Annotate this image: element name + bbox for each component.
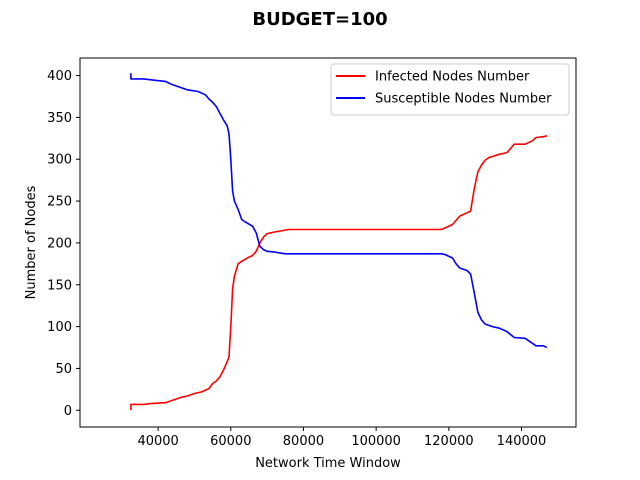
series-line-infected [130,135,548,411]
x-tick-label: 80000 [283,434,324,449]
x-tick-label: 140000 [497,434,547,449]
series-line-susceptible [130,73,548,349]
y-tick-label: 350 [47,111,72,126]
y-axis-label: Number of Nodes [24,185,39,299]
y-tick-label: 250 [47,195,72,210]
y-tick-label: 0 [64,404,72,419]
y-tick-label: 50 [55,362,72,377]
y-tick-label: 200 [47,236,72,251]
y-tick-label: 300 [47,153,72,168]
x-tick-label: 60000 [210,434,251,449]
x-tick-label: 40000 [137,434,178,449]
legend-label-infected: Infected Nodes Number [375,70,530,85]
chart-title: BUDGET=100 [252,9,387,30]
y-tick-label: 150 [47,278,72,293]
axes: 40000 60000 80000 100000 120000 140000 0 50 100 1… [47,69,546,449]
legend: Infected Nodes Number Susceptible Nodes … [330,63,570,116]
y-tick-label: 400 [47,69,72,84]
legend-label-susceptible: Susceptible Nodes Number [375,92,552,107]
x-tick-label: 100000 [351,434,401,449]
x-axis-label: Network Time Window [255,456,401,471]
plot-area [130,73,548,411]
x-tick-label: 120000 [424,434,474,449]
y-tick-label: 100 [47,320,72,335]
legend-box [330,63,570,116]
